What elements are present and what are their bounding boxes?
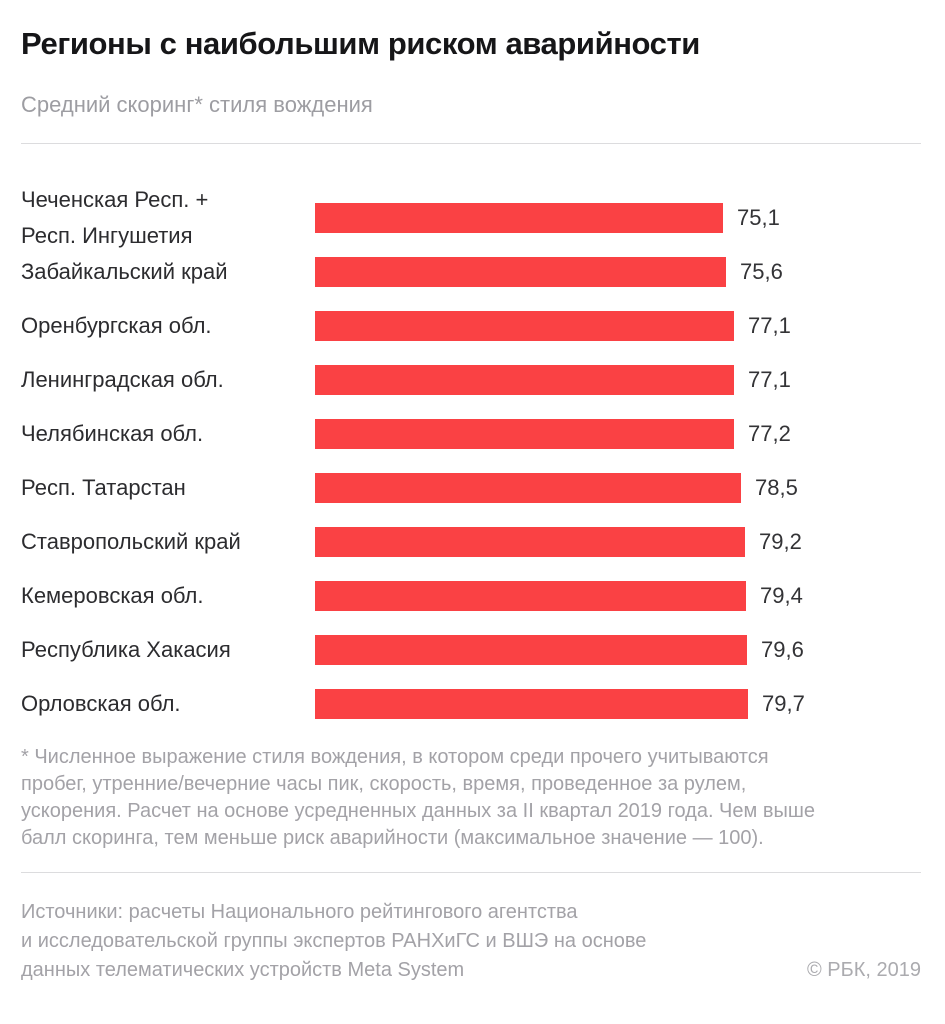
bar xyxy=(315,635,747,665)
category-label: Ставропольский край xyxy=(21,529,241,554)
bar xyxy=(315,311,734,341)
bar xyxy=(315,473,741,503)
category-label: Кемеровская обл. xyxy=(21,583,204,608)
value-label: 77,1 xyxy=(748,313,791,338)
bar xyxy=(315,581,746,611)
bar-row: Забайкальский край 75,6 xyxy=(21,245,921,299)
bottom-divider xyxy=(21,872,921,873)
bar xyxy=(315,689,748,719)
value-label: 77,1 xyxy=(748,367,791,392)
category-label: Орловская обл. xyxy=(21,691,181,716)
value-label: 79,2 xyxy=(759,529,802,554)
category-label: Ленинградская обл. xyxy=(21,367,224,392)
value-label: 75,1 xyxy=(737,205,780,230)
value-label: 79,7 xyxy=(762,691,805,716)
bar-row: Ставропольский край 79,2 xyxy=(21,515,921,569)
bar-row: Республика Хакасия 79,6 xyxy=(21,623,921,677)
bar-chart: Чеченская Респ. + Респ. Ингушетия 75,1 З… xyxy=(21,187,921,731)
bar xyxy=(315,257,726,287)
category-label: Респ. Татарстан xyxy=(21,475,186,500)
value-label: 79,4 xyxy=(760,583,803,608)
value-label: 75,6 xyxy=(740,259,783,284)
bar-row: Респ. Татарстан 78,5 xyxy=(21,461,921,515)
value-label: 78,5 xyxy=(755,475,798,500)
value-label: 79,6 xyxy=(761,637,804,662)
category-label: Забайкальский край xyxy=(21,259,228,284)
copyright-text: © РБК, 2019 xyxy=(806,959,921,981)
value-label: 77,2 xyxy=(748,421,791,446)
bar xyxy=(315,203,723,233)
category-label: Челябинская обл. xyxy=(21,421,204,446)
bar-row: Орловская обл. 79,7 xyxy=(21,677,921,731)
page-title: Регионы с наибольшим риском аварийности xyxy=(21,26,700,61)
bar xyxy=(315,419,734,449)
bar xyxy=(315,365,734,395)
bar-row: Кемеровская обл. 79,4 xyxy=(21,569,921,623)
footnote-text: * Численное выражение стиля вождения, в … xyxy=(21,746,815,849)
footer: Источники: расчеты Национального рейтинг… xyxy=(21,898,921,985)
infographic-page: Регионы с наибольшим риском аварийности … xyxy=(0,26,945,1024)
chart-subtitle: Средний скоринг* стиля вождения xyxy=(21,92,373,117)
bar-row: Оренбургская обл. 77,1 xyxy=(21,299,921,353)
bar-row: Ленинградская обл. 77,1 xyxy=(21,353,921,407)
sources-text: Источники: расчеты Национального рейтинг… xyxy=(21,901,647,981)
category-label: Республика Хакасия xyxy=(21,637,231,662)
bar-row: Чеченская Респ. + Респ. Ингушетия 75,1 xyxy=(21,187,921,248)
category-label: Чеченская Респ. + Респ. Ингушетия xyxy=(21,187,209,248)
bar-row: Челябинская обл. 77,2 xyxy=(21,407,921,461)
top-divider xyxy=(21,143,921,144)
bar xyxy=(315,527,745,557)
category-label: Оренбургская обл. xyxy=(21,313,212,338)
